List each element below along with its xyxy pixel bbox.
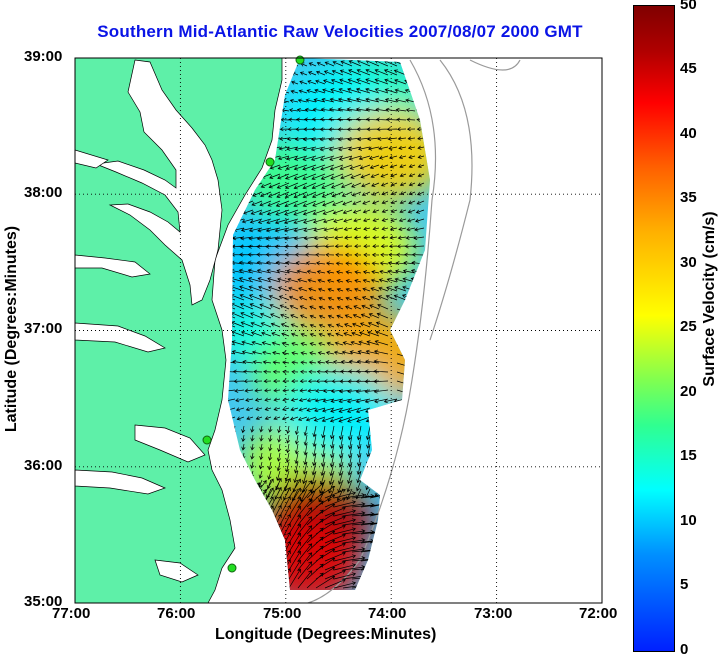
- chart-title: Southern Mid-Atlantic Raw Velocities 200…: [97, 22, 583, 41]
- colorbar-tick: 10: [680, 512, 697, 529]
- x-tick-label: 77:00: [52, 605, 91, 622]
- y-tick-label: 37:00: [24, 320, 63, 337]
- colorbar-tick: 15: [680, 447, 697, 464]
- colorbar-tick: 20: [680, 383, 697, 400]
- chesapeake-bay: [75, 59, 223, 583]
- colorbar-tick: 35: [680, 189, 697, 206]
- x-tick-label: 72:00: [579, 605, 618, 622]
- y-tick-label: 39:00: [24, 48, 63, 65]
- x-tick-label: 73:00: [474, 605, 513, 622]
- colorbar-tick: 5: [680, 576, 689, 593]
- station-marker: [265, 157, 275, 167]
- colorbar-label: Surface Velocity (cm/s): [701, 211, 718, 387]
- colorbar-tick: 0: [680, 641, 689, 658]
- colorbar-tick: 30: [680, 254, 697, 271]
- bathymetry-contours: [305, 59, 521, 603]
- velocity-patch: [272, 244, 383, 335]
- x-tick-label: 76:00: [157, 605, 196, 622]
- station-marker: [295, 55, 305, 65]
- colorbar-tick: 40: [680, 125, 697, 142]
- y-axis-label: Latitude (Degrees:Minutes): [3, 225, 20, 433]
- colorbar: [633, 5, 675, 652]
- colorbar-tick: 50: [680, 0, 697, 13]
- grid-lines: [75, 58, 602, 603]
- station-marker: [202, 435, 212, 445]
- x-tick-label: 75:00: [263, 605, 302, 622]
- colorbar-tick: 25: [680, 318, 697, 335]
- x-tick-label: 74:00: [368, 605, 407, 622]
- colorbar-tick: 45: [680, 60, 697, 77]
- land-mass: [75, 58, 283, 603]
- y-tick-label: 36:00: [24, 457, 63, 474]
- x-axis-label: Longitude (Degrees:Minutes): [215, 626, 437, 643]
- axes-frame: [74, 57, 603, 604]
- station-marker: [227, 563, 237, 573]
- y-tick-label: 35:00: [24, 593, 63, 610]
- y-tick-label: 38:00: [24, 184, 63, 201]
- velocity-patch: [283, 367, 394, 458]
